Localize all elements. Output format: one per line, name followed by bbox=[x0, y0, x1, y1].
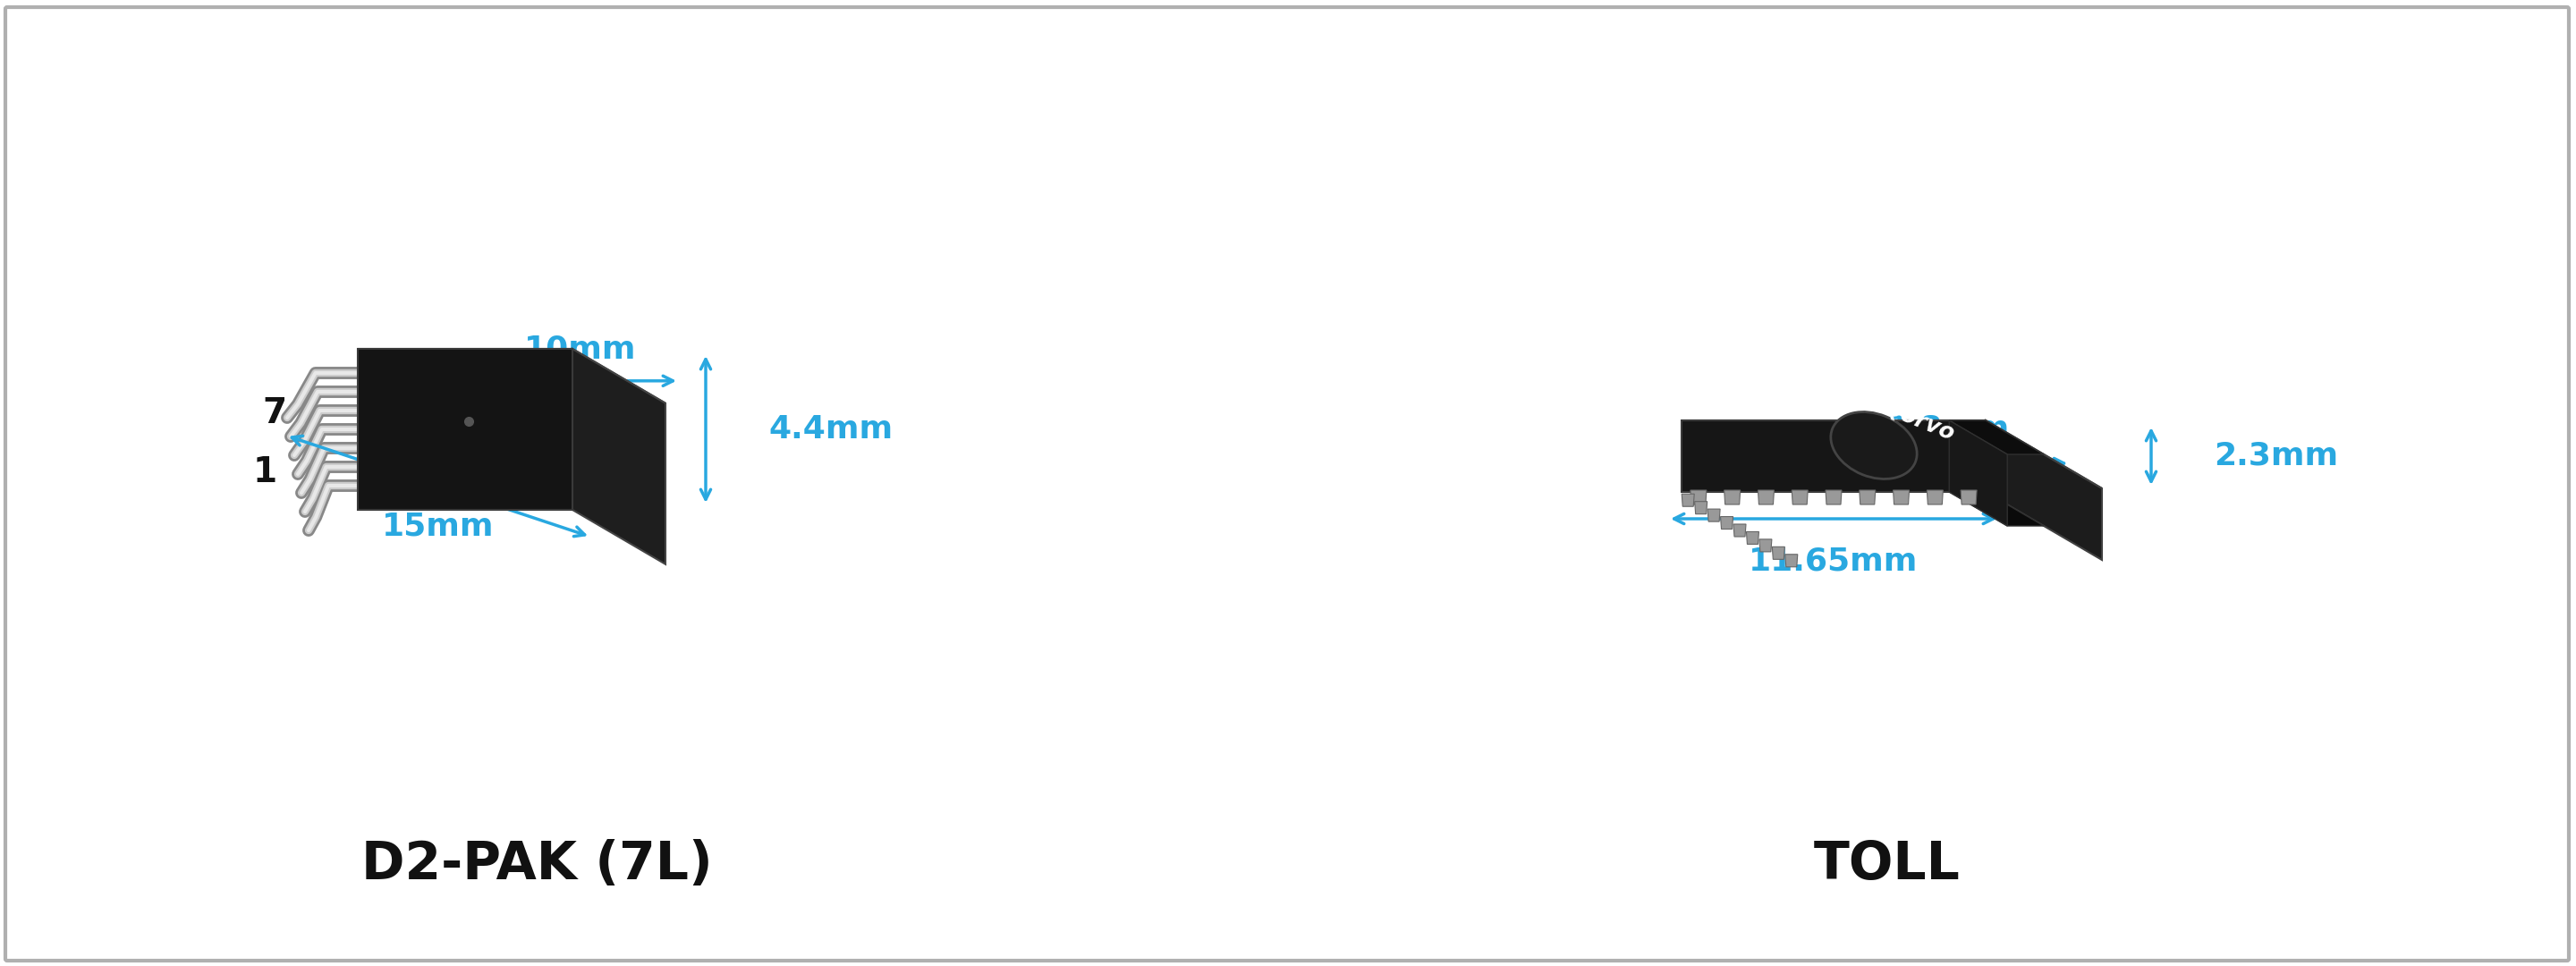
Polygon shape bbox=[1695, 501, 1708, 514]
Polygon shape bbox=[1708, 509, 1721, 522]
Polygon shape bbox=[1785, 554, 1798, 567]
Text: 10mm: 10mm bbox=[526, 334, 636, 365]
Polygon shape bbox=[1734, 525, 1747, 537]
Polygon shape bbox=[1690, 490, 1705, 504]
Polygon shape bbox=[1893, 490, 1909, 504]
Text: Qorvo: Qorvo bbox=[1880, 396, 1958, 444]
Polygon shape bbox=[1793, 490, 1808, 504]
Polygon shape bbox=[1860, 490, 1875, 504]
Polygon shape bbox=[1950, 420, 2007, 526]
Polygon shape bbox=[358, 349, 572, 510]
Polygon shape bbox=[1682, 420, 1986, 492]
Text: 4.4mm: 4.4mm bbox=[768, 414, 894, 444]
Polygon shape bbox=[1757, 490, 1775, 504]
Text: 15mm: 15mm bbox=[381, 511, 495, 542]
Text: 7: 7 bbox=[263, 396, 286, 430]
Text: 2.3mm: 2.3mm bbox=[2213, 440, 2339, 471]
Polygon shape bbox=[1960, 490, 1976, 504]
Polygon shape bbox=[1759, 539, 1772, 552]
Polygon shape bbox=[1986, 420, 2102, 560]
Text: TOLL: TOLL bbox=[1814, 839, 1960, 890]
Polygon shape bbox=[1723, 490, 1741, 504]
Polygon shape bbox=[358, 349, 665, 403]
Text: 1: 1 bbox=[252, 455, 278, 489]
Polygon shape bbox=[1682, 494, 1695, 506]
Ellipse shape bbox=[1832, 412, 1917, 479]
Polygon shape bbox=[1721, 517, 1734, 529]
Text: D2-PAK (7L): D2-PAK (7L) bbox=[361, 839, 714, 890]
Text: 9.8mm: 9.8mm bbox=[1886, 414, 2009, 444]
Polygon shape bbox=[1772, 547, 1785, 559]
Polygon shape bbox=[1682, 420, 2102, 489]
Polygon shape bbox=[572, 349, 665, 564]
Text: 11.65mm: 11.65mm bbox=[1749, 547, 1919, 577]
Polygon shape bbox=[1826, 490, 1842, 504]
Polygon shape bbox=[1927, 490, 1942, 504]
Polygon shape bbox=[1950, 492, 2043, 526]
Polygon shape bbox=[1747, 531, 1759, 544]
Polygon shape bbox=[1950, 420, 2043, 454]
